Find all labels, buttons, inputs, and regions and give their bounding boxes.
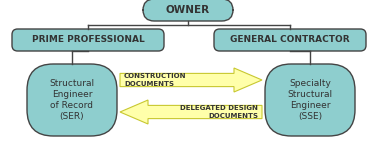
Polygon shape <box>120 68 262 92</box>
FancyBboxPatch shape <box>265 64 355 136</box>
Polygon shape <box>120 100 262 124</box>
Text: OWNER: OWNER <box>166 5 210 15</box>
Text: DELEGATED DESIGN
DOCUMENTS: DELEGATED DESIGN DOCUMENTS <box>180 105 258 119</box>
Text: GENERAL CONTRACTOR: GENERAL CONTRACTOR <box>230 36 350 45</box>
FancyBboxPatch shape <box>143 0 233 21</box>
Text: Structural
Engineer
of Record
(SER): Structural Engineer of Record (SER) <box>50 79 94 121</box>
Text: PRIME PROFESSIONAL: PRIME PROFESSIONAL <box>32 36 144 45</box>
Text: Specialty
Structural
Engineer
(SSE): Specialty Structural Engineer (SSE) <box>287 79 333 121</box>
Text: CONSTRUCTION
DOCUMENTS: CONSTRUCTION DOCUMENTS <box>124 73 186 87</box>
FancyBboxPatch shape <box>27 64 117 136</box>
FancyBboxPatch shape <box>214 29 366 51</box>
FancyBboxPatch shape <box>12 29 164 51</box>
